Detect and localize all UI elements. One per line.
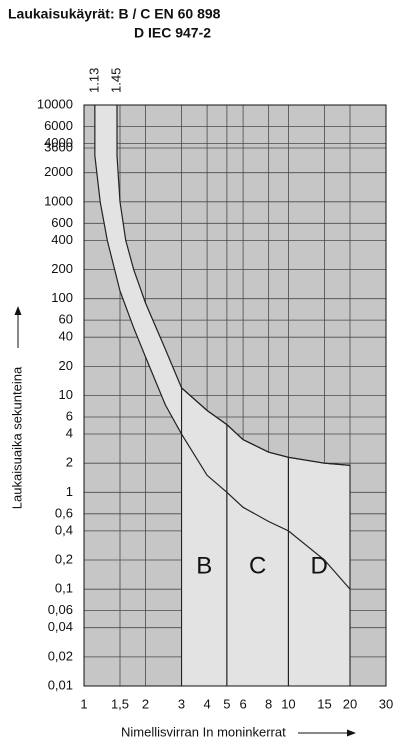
y-tick-label: 1 xyxy=(66,484,73,499)
trip-region xyxy=(180,386,228,687)
trip-curve xyxy=(116,105,351,466)
y-tick-label: 60 xyxy=(59,312,73,327)
y-tick-label: 200 xyxy=(51,261,73,276)
x-tick-label: 3 xyxy=(178,696,185,711)
y-tick-label: 100 xyxy=(51,290,73,305)
y-tick-label: 0,6 xyxy=(55,505,73,520)
top-marker-label: 1.13 xyxy=(86,68,101,93)
y-tick-label: 4000 xyxy=(44,135,73,150)
chart-subtitle: D IEC 947-2 xyxy=(134,25,211,41)
x-tick-label: 30 xyxy=(379,696,393,711)
y-tick-label: 0,2 xyxy=(55,551,73,566)
y-tick-label: 10 xyxy=(59,387,73,402)
top-marker-label: 1.45 xyxy=(108,68,123,93)
y-axis-title: Laukaisuaika sekunteina xyxy=(9,366,24,509)
x-tick-label: 4 xyxy=(203,696,210,711)
y-tick-label: 600 xyxy=(51,215,73,230)
plot-frame xyxy=(83,104,387,687)
y-tick-label: 0,01 xyxy=(48,677,73,692)
y-tick-label: 2 xyxy=(66,455,73,470)
trip-curve xyxy=(94,105,351,590)
y-tick-label: 0,4 xyxy=(55,522,73,537)
region-label: C xyxy=(249,552,266,579)
y-tick-label: 1000 xyxy=(44,193,73,208)
x-tick-label: 1,5 xyxy=(111,696,129,711)
y-tick-label: 20 xyxy=(59,358,73,373)
x-tick-label: 15 xyxy=(317,696,331,711)
chart-title: Laukaisukäyrät: B / C EN 60 898 xyxy=(8,6,221,22)
y-tick-label: 0,02 xyxy=(48,648,73,663)
y-tick-label: 0,06 xyxy=(48,602,73,617)
x-tick-label: 8 xyxy=(265,696,272,711)
x-tick-label: 6 xyxy=(239,696,246,711)
y-tick-label: 6000 xyxy=(44,118,73,133)
y-tick-label: 3600 xyxy=(44,139,73,154)
y-tick-label: 10000 xyxy=(37,96,73,111)
x-axis-title: Nimellisvirran In moninkerrat xyxy=(121,724,286,739)
y-tick-label: 6 xyxy=(66,408,73,423)
region-label: B xyxy=(196,552,212,579)
x-tick-label: 2 xyxy=(142,696,149,711)
y-axis-arrowhead xyxy=(14,306,22,315)
y-tick-label: 4 xyxy=(66,425,73,440)
y-tick-label: 0,1 xyxy=(55,581,73,596)
y-tick-label: 400 xyxy=(51,232,73,247)
x-tick-label: 1 xyxy=(80,696,87,711)
y-tick-label: 2000 xyxy=(44,164,73,179)
x-axis-arrowhead xyxy=(347,729,356,737)
x-tick-label: 5 xyxy=(223,696,230,711)
y-tick-label: 40 xyxy=(59,329,73,344)
x-tick-label: 10 xyxy=(281,696,295,711)
x-tick-label: 20 xyxy=(343,696,357,711)
y-tick-label: 0,04 xyxy=(48,619,73,634)
